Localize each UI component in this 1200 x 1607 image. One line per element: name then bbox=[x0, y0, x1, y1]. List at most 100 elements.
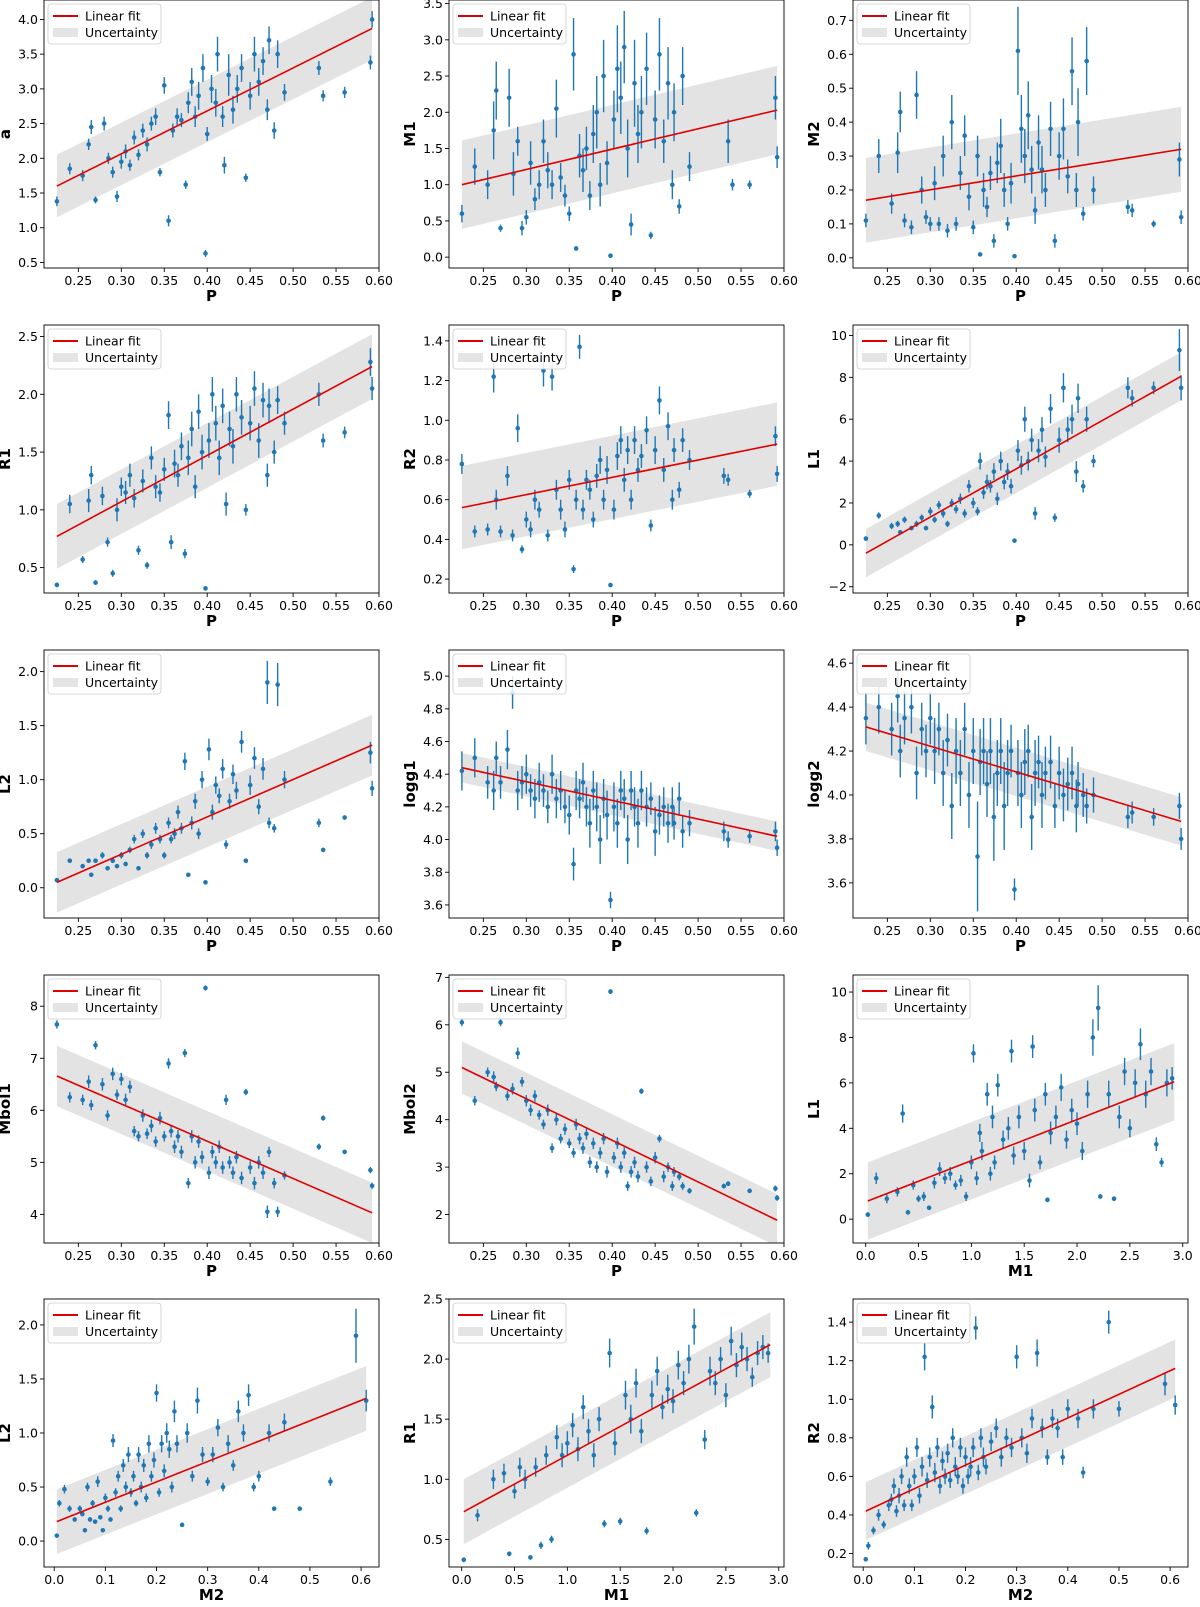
data-point bbox=[230, 428, 236, 464]
point-marker bbox=[922, 1354, 927, 1360]
point-marker bbox=[189, 426, 195, 432]
x-tick-label: 0.60 bbox=[1174, 273, 1200, 288]
x-tick-label: 0.45 bbox=[1045, 598, 1073, 613]
data-point bbox=[725, 831, 731, 848]
y-tick-label: 0 bbox=[839, 537, 847, 552]
y-tick-label: 7 bbox=[30, 1051, 38, 1066]
y-tick-label: 4.0 bbox=[18, 12, 38, 27]
data-point bbox=[114, 498, 120, 522]
point-marker bbox=[541, 788, 546, 793]
data-point bbox=[1056, 746, 1062, 800]
data-point bbox=[1058, 1073, 1064, 1102]
point-marker bbox=[320, 847, 326, 853]
data-point bbox=[100, 1078, 105, 1091]
point-marker bbox=[1052, 803, 1058, 809]
data-point bbox=[199, 771, 205, 789]
data-point bbox=[991, 773, 997, 861]
data-point bbox=[1095, 985, 1101, 1031]
point-marker bbox=[916, 1196, 921, 1202]
point-marker bbox=[618, 437, 624, 443]
point-marker bbox=[988, 1171, 993, 1177]
point-marker bbox=[774, 1195, 780, 1201]
point-marker bbox=[100, 1527, 106, 1533]
data-point bbox=[1000, 1130, 1006, 1149]
data-point bbox=[220, 759, 225, 779]
data-point bbox=[661, 787, 667, 827]
point-marker bbox=[978, 1435, 984, 1441]
data-point bbox=[243, 1088, 249, 1096]
data-point bbox=[153, 475, 158, 499]
data-point bbox=[213, 88, 219, 117]
point-marker bbox=[498, 1020, 503, 1025]
point-marker bbox=[1012, 538, 1017, 543]
x-tick-label: 0.50 bbox=[684, 598, 712, 613]
point-marker bbox=[239, 1175, 244, 1181]
point-marker bbox=[485, 1069, 490, 1075]
data-point bbox=[988, 479, 993, 493]
point-marker bbox=[196, 1139, 201, 1144]
point-marker bbox=[949, 119, 955, 125]
point-marker bbox=[897, 748, 903, 754]
point-marker bbox=[203, 251, 208, 256]
point-marker bbox=[995, 1082, 1001, 1088]
point-marker bbox=[773, 1186, 778, 1191]
data-point bbox=[676, 1350, 681, 1380]
data-point bbox=[168, 1124, 174, 1138]
data-point bbox=[1075, 88, 1081, 157]
point-marker bbox=[661, 467, 667, 473]
y-axis-label: logg1 bbox=[401, 760, 419, 807]
data-point bbox=[876, 139, 882, 174]
point-marker bbox=[515, 138, 521, 144]
point-marker bbox=[1029, 167, 1034, 172]
point-marker bbox=[342, 430, 347, 435]
point-marker bbox=[940, 1458, 945, 1464]
data-point bbox=[876, 512, 882, 519]
point-marker bbox=[1008, 180, 1014, 186]
data-point bbox=[889, 522, 894, 530]
fit-line bbox=[461, 766, 778, 838]
point-marker bbox=[591, 788, 596, 793]
point-marker bbox=[517, 1464, 523, 1470]
data-point bbox=[105, 865, 110, 871]
y-tick-label: 1.5 bbox=[423, 141, 443, 156]
data-point bbox=[239, 400, 244, 435]
point-marker bbox=[491, 374, 496, 379]
y-tick-label: 2.0 bbox=[18, 151, 38, 166]
data-point bbox=[320, 90, 326, 102]
point-marker bbox=[115, 1473, 121, 1479]
point-marker bbox=[320, 438, 326, 443]
data-point bbox=[1074, 173, 1079, 207]
point-marker bbox=[604, 160, 610, 166]
data-point bbox=[945, 1443, 950, 1463]
data-point bbox=[949, 773, 955, 839]
data-point bbox=[1117, 1105, 1122, 1129]
x-tick-label: 0.4 bbox=[249, 1572, 269, 1587]
point-marker bbox=[282, 420, 287, 426]
y-tick-label: 0.8 bbox=[827, 1430, 847, 1445]
point-marker bbox=[639, 1428, 644, 1434]
point-marker bbox=[1048, 759, 1053, 765]
point-marker bbox=[1127, 1126, 1133, 1131]
point-marker bbox=[644, 1528, 649, 1534]
data-point bbox=[1084, 406, 1089, 432]
data-point bbox=[625, 119, 630, 178]
data-point bbox=[611, 1151, 617, 1164]
y-axis-label: L2 bbox=[0, 774, 14, 794]
x-tick-label: 0.40 bbox=[193, 923, 221, 938]
y-tick-label: 4.4 bbox=[827, 700, 847, 715]
data-point bbox=[1008, 724, 1014, 778]
legend-band-swatch bbox=[862, 1327, 887, 1336]
data-point bbox=[545, 152, 551, 189]
point-marker bbox=[220, 1165, 225, 1170]
point-marker bbox=[113, 1490, 118, 1495]
legend-band-swatch bbox=[862, 28, 887, 37]
point-marker bbox=[190, 1473, 195, 1479]
data-point bbox=[1030, 1035, 1035, 1058]
data-point bbox=[168, 535, 174, 550]
data-point bbox=[316, 61, 322, 75]
x-tick-label: 0.6 bbox=[1160, 1572, 1180, 1587]
data-point bbox=[773, 76, 778, 120]
x-tick-label: 0.35 bbox=[555, 923, 583, 938]
data-point bbox=[247, 405, 253, 441]
